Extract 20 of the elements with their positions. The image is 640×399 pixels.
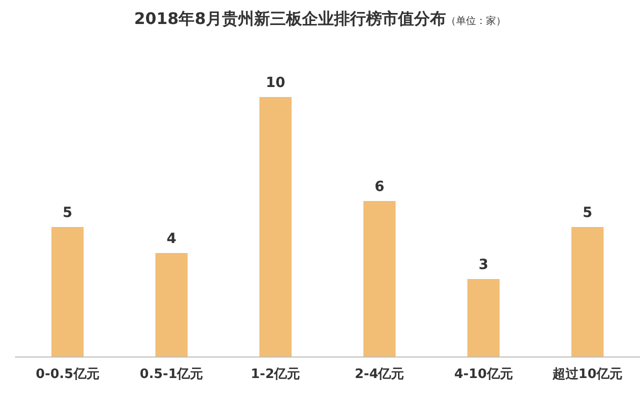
bar xyxy=(155,253,188,357)
x-tick-label: 超过10亿元 xyxy=(551,367,623,382)
bar xyxy=(259,97,292,357)
chart-title: 2018年8月贵州新三板企业排行榜市值分布 xyxy=(134,9,446,28)
x-tick-label: 1-2亿元 xyxy=(250,367,300,382)
data-label: 3 xyxy=(478,257,488,273)
x-tick-label: 0-0.5亿元 xyxy=(36,367,100,382)
chart-subtitle: （单位：家） xyxy=(446,15,506,27)
data-label: 10 xyxy=(266,75,286,91)
bar xyxy=(363,201,396,357)
data-label: 6 xyxy=(374,179,384,195)
data-label: 5 xyxy=(582,205,592,221)
bar xyxy=(51,227,84,357)
bar xyxy=(467,279,500,357)
data-label: 4 xyxy=(166,231,177,247)
data-label: 5 xyxy=(62,205,72,221)
x-tick-label: 2-4亿元 xyxy=(354,367,404,382)
x-tick-label: 0.5-1亿元 xyxy=(140,367,204,382)
x-tick-label: 4-10亿元 xyxy=(454,367,513,382)
bar xyxy=(571,227,604,357)
